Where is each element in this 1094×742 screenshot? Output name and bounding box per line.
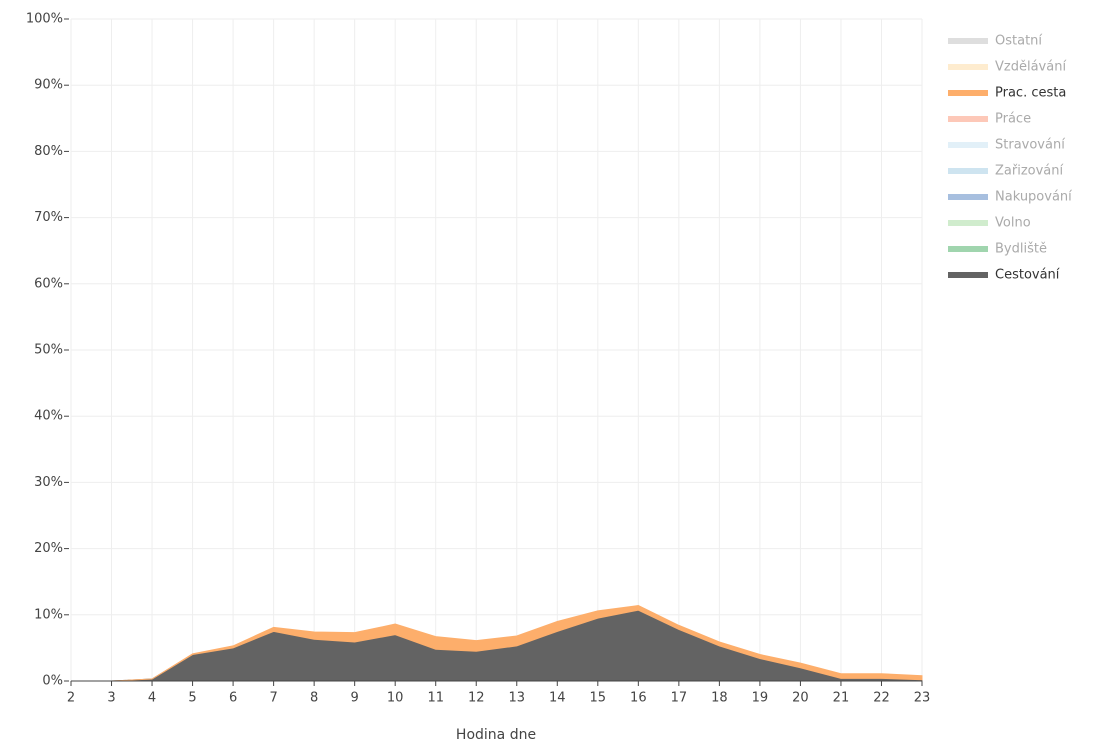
x-tick-label: 20 — [792, 691, 809, 706]
x-tick-label: 17 — [671, 691, 688, 706]
y-tick-label: 70% — [34, 210, 63, 225]
x-tick-label: 19 — [752, 691, 769, 706]
area — [71, 605, 923, 682]
legend-label: Bydliště — [995, 242, 1047, 257]
y-tick-label: 20% — [34, 541, 63, 556]
legend-swatch — [948, 90, 988, 96]
legend-swatch — [948, 116, 988, 122]
legend-label: Volno — [995, 216, 1031, 231]
y-tick-label: 30% — [34, 475, 63, 490]
x-tick-label: 16 — [630, 691, 647, 706]
x-tick-label: 12 — [468, 691, 485, 706]
x-tick-label: 5 — [188, 691, 196, 706]
x-tick-label: 9 — [351, 691, 359, 706]
legend-label: Vzdělávání — [995, 60, 1066, 75]
y-tick-label: 10% — [34, 607, 63, 622]
legend-label: Ostatní — [995, 34, 1042, 49]
y-tick-label: 0% — [42, 674, 63, 689]
y-tick-label: 80% — [34, 144, 63, 159]
y-tick-label: 100% — [26, 12, 63, 27]
x-tick-label: 2 — [67, 691, 75, 706]
legend-swatch — [948, 246, 988, 252]
legend-swatch — [948, 142, 988, 148]
legend-label: Cestování — [995, 268, 1060, 283]
legend-swatch — [948, 38, 988, 44]
legend-swatch — [948, 272, 988, 278]
legend-swatch — [948, 220, 988, 226]
y-tick-label: 50% — [34, 343, 63, 358]
legend-swatch — [948, 64, 988, 70]
x-tick-label: 7 — [269, 691, 277, 706]
y-tick-label: 40% — [34, 409, 63, 424]
x-tick-label: 3 — [107, 691, 115, 706]
legend-swatch — [948, 194, 988, 200]
y-tick-label: 90% — [34, 78, 63, 93]
x-tick-label: 21 — [833, 691, 850, 706]
x-tick-label: 11 — [427, 691, 444, 706]
legend-label: Stravování — [995, 138, 1065, 153]
x-tick-label: 8 — [310, 691, 318, 706]
x-tick-label: 13 — [508, 691, 525, 706]
x-tick-label: 4 — [148, 691, 156, 706]
legend-label: Zařizování — [995, 164, 1064, 179]
legend-label: Nakupování — [995, 190, 1072, 205]
x-tick-label: 23 — [914, 691, 931, 706]
x-tick-label: 6 — [229, 691, 237, 706]
y-tick-label: 60% — [34, 276, 63, 291]
x-tick-label: 14 — [549, 691, 566, 706]
x-tick-label: 10 — [387, 691, 404, 706]
legend-label: Prac. cesta — [995, 86, 1066, 101]
legend-label: Práce — [995, 112, 1031, 127]
x-tick-label: 18 — [711, 691, 728, 706]
legend-swatch — [948, 168, 988, 174]
x-axis-label: Hodina dne — [456, 727, 536, 742]
x-tick-label: 15 — [590, 691, 607, 706]
x-tick-label: 22 — [873, 691, 890, 706]
